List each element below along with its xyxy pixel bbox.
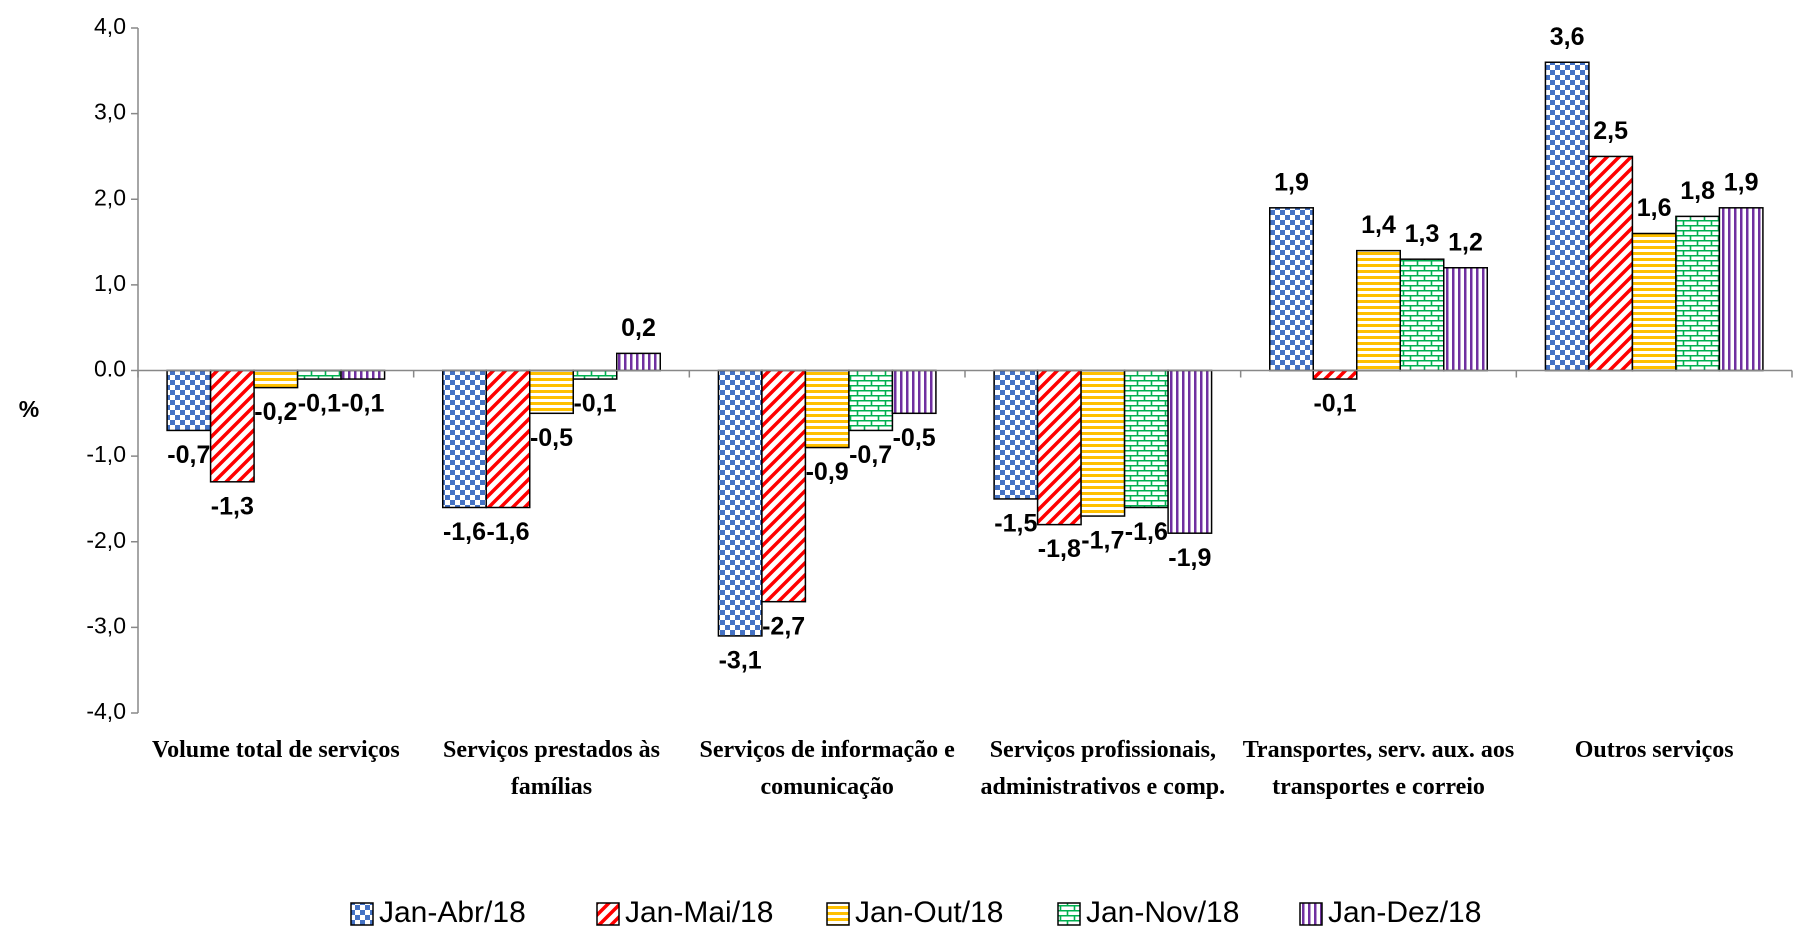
- y-tick-label: 4,0: [94, 13, 126, 39]
- bar: [442, 369, 487, 509]
- bar: [1675, 215, 1721, 372]
- bar: [761, 369, 807, 603]
- value-label: -0,1: [573, 390, 616, 418]
- bar: [616, 352, 661, 372]
- bar: [1167, 369, 1213, 534]
- bar: [848, 369, 894, 432]
- value-label: 1,6: [1637, 194, 1672, 222]
- bar: [717, 369, 763, 637]
- bar: [209, 369, 255, 483]
- value-label: -1,3: [211, 492, 254, 520]
- value-label: -0,7: [167, 441, 210, 469]
- x-tick-label: Outros serviços: [1574, 737, 1734, 763]
- bar: [1269, 207, 1314, 372]
- y-tick-label: 2,0: [94, 184, 126, 210]
- y-tick-label: 1,0: [94, 270, 126, 296]
- value-label: -0,2: [254, 398, 297, 426]
- bar: [993, 369, 1039, 500]
- legend-swatch: [826, 902, 850, 926]
- y-tick-label: 3,0: [94, 99, 126, 125]
- bar: [1080, 369, 1126, 517]
- bar: [529, 369, 574, 415]
- value-label: 1,2: [1448, 228, 1483, 256]
- value-label: -3,1: [719, 647, 762, 675]
- value-label: -0,1: [1313, 390, 1356, 418]
- value-label: -1,7: [1081, 527, 1124, 555]
- legend-swatch: [1057, 902, 1081, 926]
- legend-label: Jan-Abr/18: [379, 896, 526, 929]
- legend-swatch: [596, 902, 620, 926]
- bar: [1312, 369, 1358, 380]
- y-axis-label: %: [19, 396, 39, 422]
- bar: [1631, 232, 1677, 372]
- value-label: -1,9: [1168, 544, 1211, 572]
- bar: [1718, 207, 1764, 372]
- value-label: 3,6: [1550, 23, 1585, 51]
- value-label: -0,5: [893, 424, 936, 452]
- bar: [485, 369, 531, 509]
- bar: [1443, 267, 1488, 372]
- x-tick-label: Serviços prestados às famílias: [443, 737, 660, 800]
- legend-swatch: [350, 902, 374, 926]
- y-tick-label: -1,0: [86, 441, 126, 467]
- value-label: 2,5: [1593, 117, 1628, 145]
- bar: [296, 369, 342, 380]
- bar: [1123, 369, 1169, 509]
- bar: [572, 369, 618, 380]
- x-tick-label: Transportes, serv. aux. aos transportes …: [1242, 737, 1515, 800]
- y-tick-label: -2,0: [86, 527, 126, 553]
- value-label: 1,8: [1680, 177, 1715, 205]
- bar: [804, 369, 850, 449]
- value-label: -0,1: [341, 390, 384, 418]
- y-tick-label: 0.0: [94, 356, 126, 382]
- value-label: -1,6: [1125, 518, 1168, 546]
- bar: [1356, 249, 1401, 372]
- bar: [1399, 258, 1445, 372]
- legend-label: Jan-Nov/18: [1086, 896, 1239, 929]
- bar: [1544, 61, 1590, 372]
- value-label: 1,3: [1405, 220, 1440, 248]
- y-tick-label: -3,0: [86, 612, 126, 638]
- bar: [1036, 369, 1082, 526]
- legend-swatch: [1299, 902, 1323, 926]
- value-label: 1,9: [1724, 168, 1759, 196]
- bar: [1588, 155, 1634, 372]
- value-label: 1,4: [1361, 211, 1396, 239]
- value-label: -1,5: [994, 510, 1037, 538]
- legend-label: Jan-Mai/18: [625, 896, 773, 929]
- value-label: -0,7: [849, 441, 892, 469]
- bar: [891, 369, 937, 415]
- x-tick-label: Serviços profissionais, administrativos …: [980, 737, 1226, 800]
- x-tick-label: Serviços de informação e comunicação: [699, 737, 955, 800]
- bar: [340, 369, 386, 380]
- value-label: 0,2: [621, 314, 656, 342]
- legend-label: Jan-Out/18: [855, 896, 1003, 929]
- value-label: -1,6: [443, 518, 486, 546]
- value-label: -1,6: [486, 518, 529, 546]
- value-label: -2,7: [762, 612, 805, 640]
- value-label: -0,5: [530, 424, 573, 452]
- bar: [253, 369, 299, 389]
- bar: [166, 369, 212, 432]
- value-label: -0,1: [298, 390, 341, 418]
- legend-label: Jan-Dez/18: [1328, 896, 1481, 929]
- y-tick-label: -4,0: [86, 698, 126, 724]
- value-label: -0,9: [806, 458, 849, 486]
- value-label: 1,9: [1274, 168, 1309, 196]
- x-tick-label: Volume total de serviços: [151, 737, 400, 763]
- value-label: -1,8: [1038, 535, 1081, 563]
